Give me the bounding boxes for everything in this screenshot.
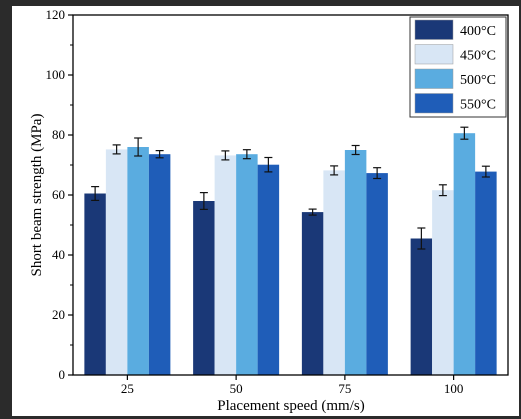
bar-500C-50	[236, 154, 258, 375]
legend-label: 550°C	[460, 98, 496, 113]
error-bar	[221, 150, 230, 161]
legend-swatch	[414, 44, 454, 65]
bar-550C-75	[366, 173, 388, 375]
error-bar	[242, 149, 251, 160]
error-bar	[91, 186, 100, 201]
legend-label: 450°C	[460, 49, 496, 64]
error-bar	[155, 150, 164, 159]
x-tick-label: 75	[338, 381, 351, 396]
error-bar	[460, 126, 469, 140]
error-bar	[112, 144, 121, 155]
bar-550C-50	[257, 164, 280, 375]
error-bar	[330, 165, 339, 176]
legend-label: 400°C	[460, 24, 496, 39]
legend: 400°C 450°C 500°C 550°C	[409, 16, 507, 118]
error-bar	[417, 227, 426, 250]
error-bar	[373, 167, 382, 180]
y-axis-title: Short beam strength (MPa)	[29, 114, 45, 277]
y-tick-label: 20	[52, 307, 65, 322]
y-tick-label: 0	[59, 367, 66, 382]
bar-450C-100	[432, 190, 454, 375]
x-tick-label: 100	[444, 381, 464, 396]
legend-label: 500°C	[460, 73, 496, 88]
error-bar	[308, 208, 317, 216]
x-tick-label: 50	[230, 381, 243, 396]
error-bar	[438, 184, 447, 197]
y-tick-label: 80	[52, 127, 65, 142]
bar-400C-75	[301, 212, 324, 375]
y-tick-label: 40	[52, 247, 65, 262]
y-tick-label: 60	[52, 187, 65, 202]
error-bar	[351, 144, 360, 156]
legend-swatch	[414, 93, 454, 114]
y-tick-label: 100	[46, 67, 66, 82]
legend-swatch	[414, 68, 454, 89]
bar-400C-100	[410, 238, 433, 375]
bar-500C-75	[344, 150, 367, 375]
bar-400C-50	[193, 201, 215, 375]
bar-450C-50	[214, 155, 237, 375]
bars-layer	[84, 126, 497, 375]
error-bar	[199, 192, 208, 210]
legend-swatch	[414, 19, 454, 40]
bar-500C-25	[127, 147, 149, 375]
y-tick-label: 120	[46, 7, 66, 22]
bar-450C-75	[323, 170, 345, 375]
bar-400C-25	[84, 193, 106, 375]
error-bar	[264, 156, 273, 173]
x-tick-label: 25	[121, 381, 134, 396]
error-bar	[481, 165, 490, 178]
error-bar	[134, 137, 143, 157]
bar-550C-25	[148, 154, 171, 375]
bar-550C-100	[475, 171, 497, 375]
bar-500C-100	[453, 133, 476, 375]
x-axis-title: Placement speed (mm/s)	[217, 398, 364, 414]
bar-450C-25	[105, 149, 128, 375]
axes-layer: 0 20 40 60 80 100 120 25 50 75 100	[46, 7, 509, 396]
